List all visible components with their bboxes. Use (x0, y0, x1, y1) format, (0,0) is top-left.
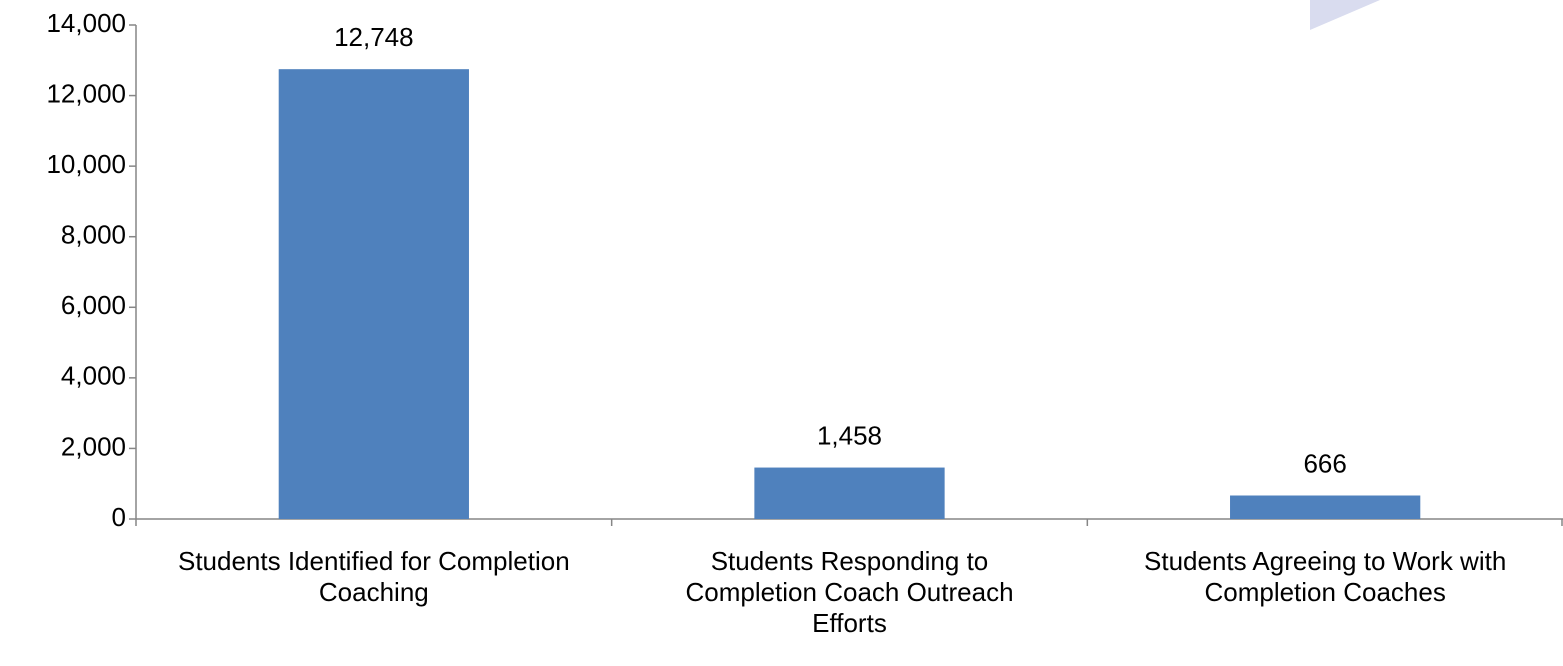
bar (1230, 495, 1421, 519)
x-tick-label: Students Identified for Completion Coach… (177, 546, 570, 607)
decoration (1310, 0, 1380, 30)
y-tick-label: 12,000 (46, 78, 126, 108)
y-tick-label: 6,000 (61, 290, 126, 320)
x-tick-label: Students Agreeing to Work with Completio… (1144, 546, 1507, 607)
y-tick-label: 8,000 (61, 220, 126, 250)
y-tick-label: 14,000 (46, 8, 126, 38)
value-label: 666 (1303, 448, 1346, 478)
bar (278, 69, 469, 520)
y-tick-label: 10,000 (46, 149, 126, 179)
bar (754, 467, 945, 519)
y-tick-label: 0 (112, 502, 126, 532)
x-tick-label: Students Responding to Completion Coach … (685, 546, 1014, 638)
value-label: 12,748 (334, 22, 414, 52)
y-tick-label: 4,000 (61, 361, 126, 391)
value-label: 1,458 (817, 420, 882, 450)
y-tick-label: 2,000 (61, 431, 126, 461)
